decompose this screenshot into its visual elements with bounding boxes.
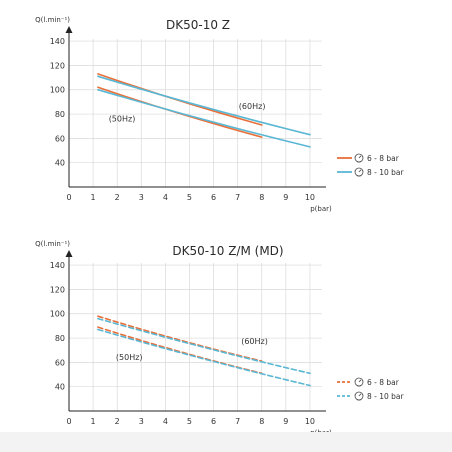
x-tick-label: 1 xyxy=(91,417,96,426)
x-tick-label: 5 xyxy=(187,193,192,202)
y-tick-label: 140 xyxy=(50,261,65,270)
x-tick-label: 9 xyxy=(283,417,288,426)
x-tick-label: 1 xyxy=(91,193,96,202)
y-tick-label: 120 xyxy=(50,285,65,294)
legend-label: 8 - 10 bar xyxy=(367,392,405,401)
annotation-label: (50Hz) xyxy=(109,114,136,123)
x-tick-label: 4 xyxy=(163,417,168,426)
annotation-label: (60Hz) xyxy=(241,337,268,346)
y-tick-label: 40 xyxy=(55,383,65,392)
y-tick-label: 60 xyxy=(55,134,65,143)
series-line-50hz-orange xyxy=(97,326,263,375)
legend: 6 - 8 bar 8 - 10 bar xyxy=(337,377,405,401)
legend-label: 8 - 10 bar xyxy=(367,168,405,177)
annotation-label: (60Hz) xyxy=(239,102,266,111)
y-tick-label: 80 xyxy=(55,334,65,343)
y-axis-arrow xyxy=(65,250,73,257)
x-tick-label: 6 xyxy=(211,417,216,426)
y-tick-label: 60 xyxy=(55,358,65,367)
series-line-50hz-orange xyxy=(97,86,263,138)
gauge-icon-needle xyxy=(358,155,362,159)
x-tick-label: 6 xyxy=(211,193,216,202)
gauge-icon xyxy=(354,377,364,387)
gauge-icon xyxy=(354,391,364,401)
gauge-icon xyxy=(354,153,364,163)
gauge-icon-needle xyxy=(358,379,362,383)
footer-strip xyxy=(0,432,452,452)
series-line-50hz-blue xyxy=(97,88,311,148)
x-tick-label: 8 xyxy=(259,193,264,202)
annotation-label: (50Hz) xyxy=(116,353,143,362)
legend-label: 6 - 8 bar xyxy=(367,378,400,387)
x-tick-label: 3 xyxy=(139,417,144,426)
x-tick-label: 2 xyxy=(115,417,120,426)
legend: 6 - 8 bar 8 - 10 bar xyxy=(337,153,405,177)
y-tick-label: 40 xyxy=(55,159,65,168)
legend-label: 6 - 8 bar xyxy=(367,154,400,163)
series-line-60hz-blue xyxy=(97,317,311,375)
x-tick-label: 8 xyxy=(259,417,264,426)
x-tick-label: 3 xyxy=(139,193,144,202)
y-tick-label: 120 xyxy=(50,61,65,70)
x-tick-label: 0 xyxy=(66,417,71,426)
x-tick-label: 2 xyxy=(115,193,120,202)
y-axis-title: Q(l.min⁻¹) xyxy=(35,16,70,24)
x-tick-label: 7 xyxy=(235,417,240,426)
y-axis-arrow xyxy=(65,26,73,33)
x-tick-label: 9 xyxy=(283,193,288,202)
y-tick-label: 140 xyxy=(50,37,65,46)
gauge-icon-needle xyxy=(358,169,362,173)
series-line-60hz-orange xyxy=(97,315,263,362)
chart-title: DK50-10 Z/M (MD) xyxy=(172,244,283,258)
y-axis-title: Q(l.min⁻¹) xyxy=(35,240,70,248)
x-tick-label: 10 xyxy=(305,193,315,202)
y-tick-label: 100 xyxy=(50,310,65,319)
series-line-60hz-blue xyxy=(97,75,311,136)
x-tick-label: 10 xyxy=(305,417,315,426)
chart-title: DK50-10 Z xyxy=(166,18,230,32)
x-tick-label: 4 xyxy=(163,193,168,202)
series-line-50hz-blue xyxy=(97,328,311,387)
y-tick-label: 100 xyxy=(50,86,65,95)
chart-dk50-10-z-m-md: 0 1 2 3 4 5 6 7 8 9 10 40 60 80 100 120 140 DK50-10 Z/M (… xyxy=(35,240,404,437)
x-tick-label: 7 xyxy=(235,193,240,202)
y-tick-label: 80 xyxy=(55,110,65,119)
gauge-icon-needle xyxy=(358,393,362,397)
gauge-icon xyxy=(354,167,364,177)
chart-dk50-10-z: 0 1 2 3 4 5 6 7 8 9 10 40 60 80 100 120 140 DK50-10 Z Q(l.… xyxy=(35,16,404,213)
x-tick-label: 5 xyxy=(187,417,192,426)
x-axis-title: p(bar) xyxy=(310,205,332,213)
x-tick-label: 0 xyxy=(66,193,71,202)
